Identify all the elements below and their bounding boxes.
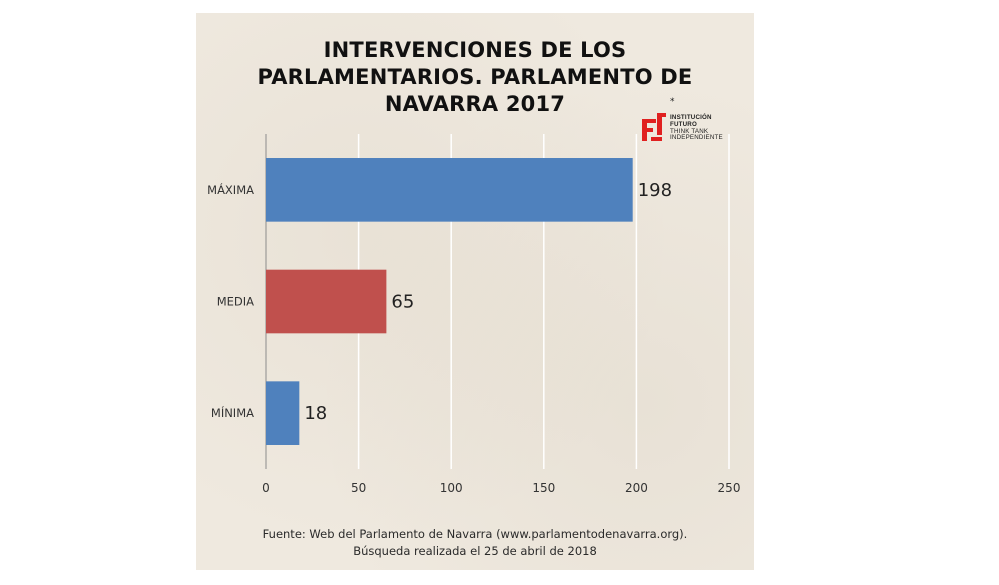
bar-1 [266, 269, 387, 334]
logo-line-3: THINK TANK [670, 127, 709, 135]
logo-line-4: INDEPENDIENTE [670, 134, 723, 142]
x-tick-label-50: 50 [351, 481, 366, 495]
logo-text: INSTITUCIÓN FUTURO THINK TANK INDEPENDIE… [670, 114, 723, 142]
bar-2 [266, 381, 300, 445]
category-label-1: MEDIA [217, 295, 254, 309]
category-label-2: MÍNIMA [211, 405, 254, 420]
source-line-2: Búsqueda realizada el 25 de abril de 201… [353, 544, 597, 558]
title-line-1: INTERVENCIONES DE LOS [323, 38, 627, 62]
institucion-futuro-logo: * INSTITUCIÓN FUTURO THINK TANK INDEPEND… [642, 97, 754, 147]
data-label-0: 198 [638, 180, 672, 201]
x-tick-label-100: 100 [440, 481, 463, 495]
title-line-3: NAVARRA 2017 [384, 92, 566, 116]
logo-star-icon: * [670, 97, 675, 107]
chart-card: INTERVENCIONES DE LOS PARLAMENTARIOS. PA… [196, 13, 754, 570]
source-note: Fuente: Web del Parlamento de Navarra (w… [196, 526, 754, 560]
source-line-1: Fuente: Web del Parlamento de Navarra (w… [262, 527, 688, 541]
logo-ff-mark-icon [642, 113, 666, 141]
chart-title: INTERVENCIONES DE LOS PARLAMENTARIOS. PA… [196, 37, 754, 118]
title-line-2: PARLAMENTARIOS. PARLAMENTO DE [257, 65, 693, 89]
data-label-1: 65 [391, 292, 414, 313]
data-label-2: 18 [304, 403, 327, 424]
x-tick-label-150: 150 [532, 481, 555, 495]
logo-line-2: FUTURO [670, 120, 697, 128]
category-label-0: MÁXIMA [207, 182, 254, 197]
logo-line-1: INSTITUCIÓN [670, 114, 712, 121]
x-tick-label-0: 0 [262, 481, 270, 495]
bar-0 [266, 158, 633, 222]
x-tick-label-250: 250 [718, 481, 741, 495]
x-tick-label-200: 200 [625, 481, 648, 495]
bar-chart: 0 50 100 150 200 250 MÁXIMA 198 MEDIA 65 MÍNIMA 18 [207, 134, 741, 495]
